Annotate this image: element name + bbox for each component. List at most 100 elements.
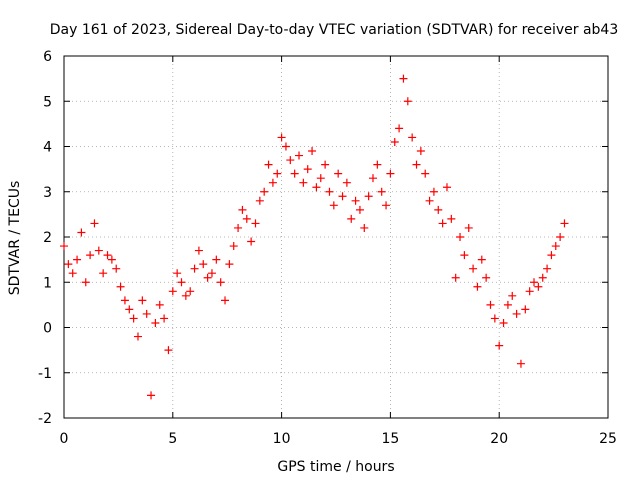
x-tick-label: 25	[599, 431, 617, 447]
data-point	[138, 296, 147, 305]
data-point	[412, 160, 421, 169]
x-axis-label: GPS time / hours	[277, 459, 394, 475]
data-point	[203, 273, 212, 282]
data-point	[238, 205, 247, 214]
data-point	[308, 147, 317, 156]
data-point	[221, 296, 230, 305]
y-tick-label: 1	[43, 275, 52, 291]
data-point	[251, 219, 260, 228]
data-point	[434, 205, 443, 214]
data-point	[81, 278, 90, 287]
data-point	[495, 341, 504, 350]
data-point	[316, 174, 325, 183]
data-point	[229, 242, 238, 251]
data-point	[264, 160, 273, 169]
data-point	[125, 305, 134, 314]
data-point	[194, 246, 203, 255]
data-point	[60, 242, 68, 251]
data-point	[325, 187, 334, 196]
data-point	[560, 219, 569, 228]
data-point	[547, 251, 556, 260]
data-point	[373, 160, 382, 169]
data-point	[133, 332, 142, 341]
data-point	[321, 160, 330, 169]
y-tick-label: 5	[43, 94, 52, 110]
data-point	[464, 223, 473, 232]
data-point	[408, 133, 417, 142]
data-point	[151, 318, 160, 327]
data-point	[377, 187, 386, 196]
data-point	[477, 255, 486, 264]
data-point	[425, 196, 434, 205]
data-point	[190, 264, 199, 273]
data-point	[116, 282, 125, 291]
data-point	[368, 174, 377, 183]
data-point	[295, 151, 304, 160]
data-point	[107, 255, 116, 264]
data-point	[543, 264, 552, 273]
data-point	[164, 346, 173, 355]
data-point	[342, 178, 351, 187]
data-point	[538, 273, 547, 282]
data-point	[338, 192, 347, 201]
data-point	[390, 137, 399, 146]
data-point	[473, 282, 482, 291]
data-point	[490, 314, 499, 323]
data-point	[168, 287, 177, 296]
x-tick-label: 20	[490, 431, 508, 447]
data-point	[177, 278, 186, 287]
data-point	[416, 147, 425, 156]
data-point	[155, 300, 164, 309]
x-tick-label: 10	[273, 431, 291, 447]
data-point	[299, 178, 308, 187]
data-point	[355, 205, 364, 214]
y-tick-label: 0	[43, 321, 52, 337]
y-tick-label: 3	[43, 185, 52, 201]
data-point	[503, 300, 512, 309]
data-point	[482, 273, 491, 282]
data-point	[516, 359, 525, 368]
data-point	[207, 269, 216, 278]
x-tick-label: 5	[168, 431, 177, 447]
data-point	[273, 169, 282, 178]
data-point	[556, 233, 565, 241]
data-point	[268, 178, 277, 187]
data-point	[399, 74, 408, 83]
data-point	[382, 201, 391, 210]
data-point	[351, 196, 360, 205]
data-point	[429, 187, 438, 196]
data-point	[460, 251, 469, 260]
data-point	[173, 269, 182, 278]
data-point	[216, 278, 225, 287]
data-point	[534, 282, 543, 291]
data-point	[386, 169, 395, 178]
data-point	[112, 264, 121, 273]
data-point	[94, 246, 103, 255]
data-point	[347, 214, 356, 223]
data-point	[247, 237, 256, 246]
data-point	[260, 187, 269, 196]
x-tick-label: 0	[60, 431, 69, 447]
data-point	[395, 124, 404, 133]
data-point	[147, 391, 156, 400]
chart-title: Day 161 of 2023, Sidereal Day-to-day VTE…	[50, 22, 619, 38]
y-tick-label: 4	[43, 140, 52, 156]
data-point	[90, 219, 99, 228]
data-point	[68, 269, 77, 278]
data-point	[181, 291, 190, 300]
points-layer	[60, 74, 569, 400]
y-tick-label: 6	[43, 49, 52, 65]
y-tick-label: 2	[43, 230, 52, 246]
data-point	[160, 314, 169, 323]
data-point	[512, 309, 521, 318]
data-point	[234, 223, 243, 232]
data-point	[525, 287, 534, 296]
data-point	[329, 201, 338, 210]
x-tick-label: 15	[381, 431, 399, 447]
data-point	[530, 278, 539, 287]
data-point	[334, 169, 343, 178]
data-point	[456, 233, 465, 241]
data-point	[438, 219, 447, 228]
data-point	[486, 300, 495, 309]
